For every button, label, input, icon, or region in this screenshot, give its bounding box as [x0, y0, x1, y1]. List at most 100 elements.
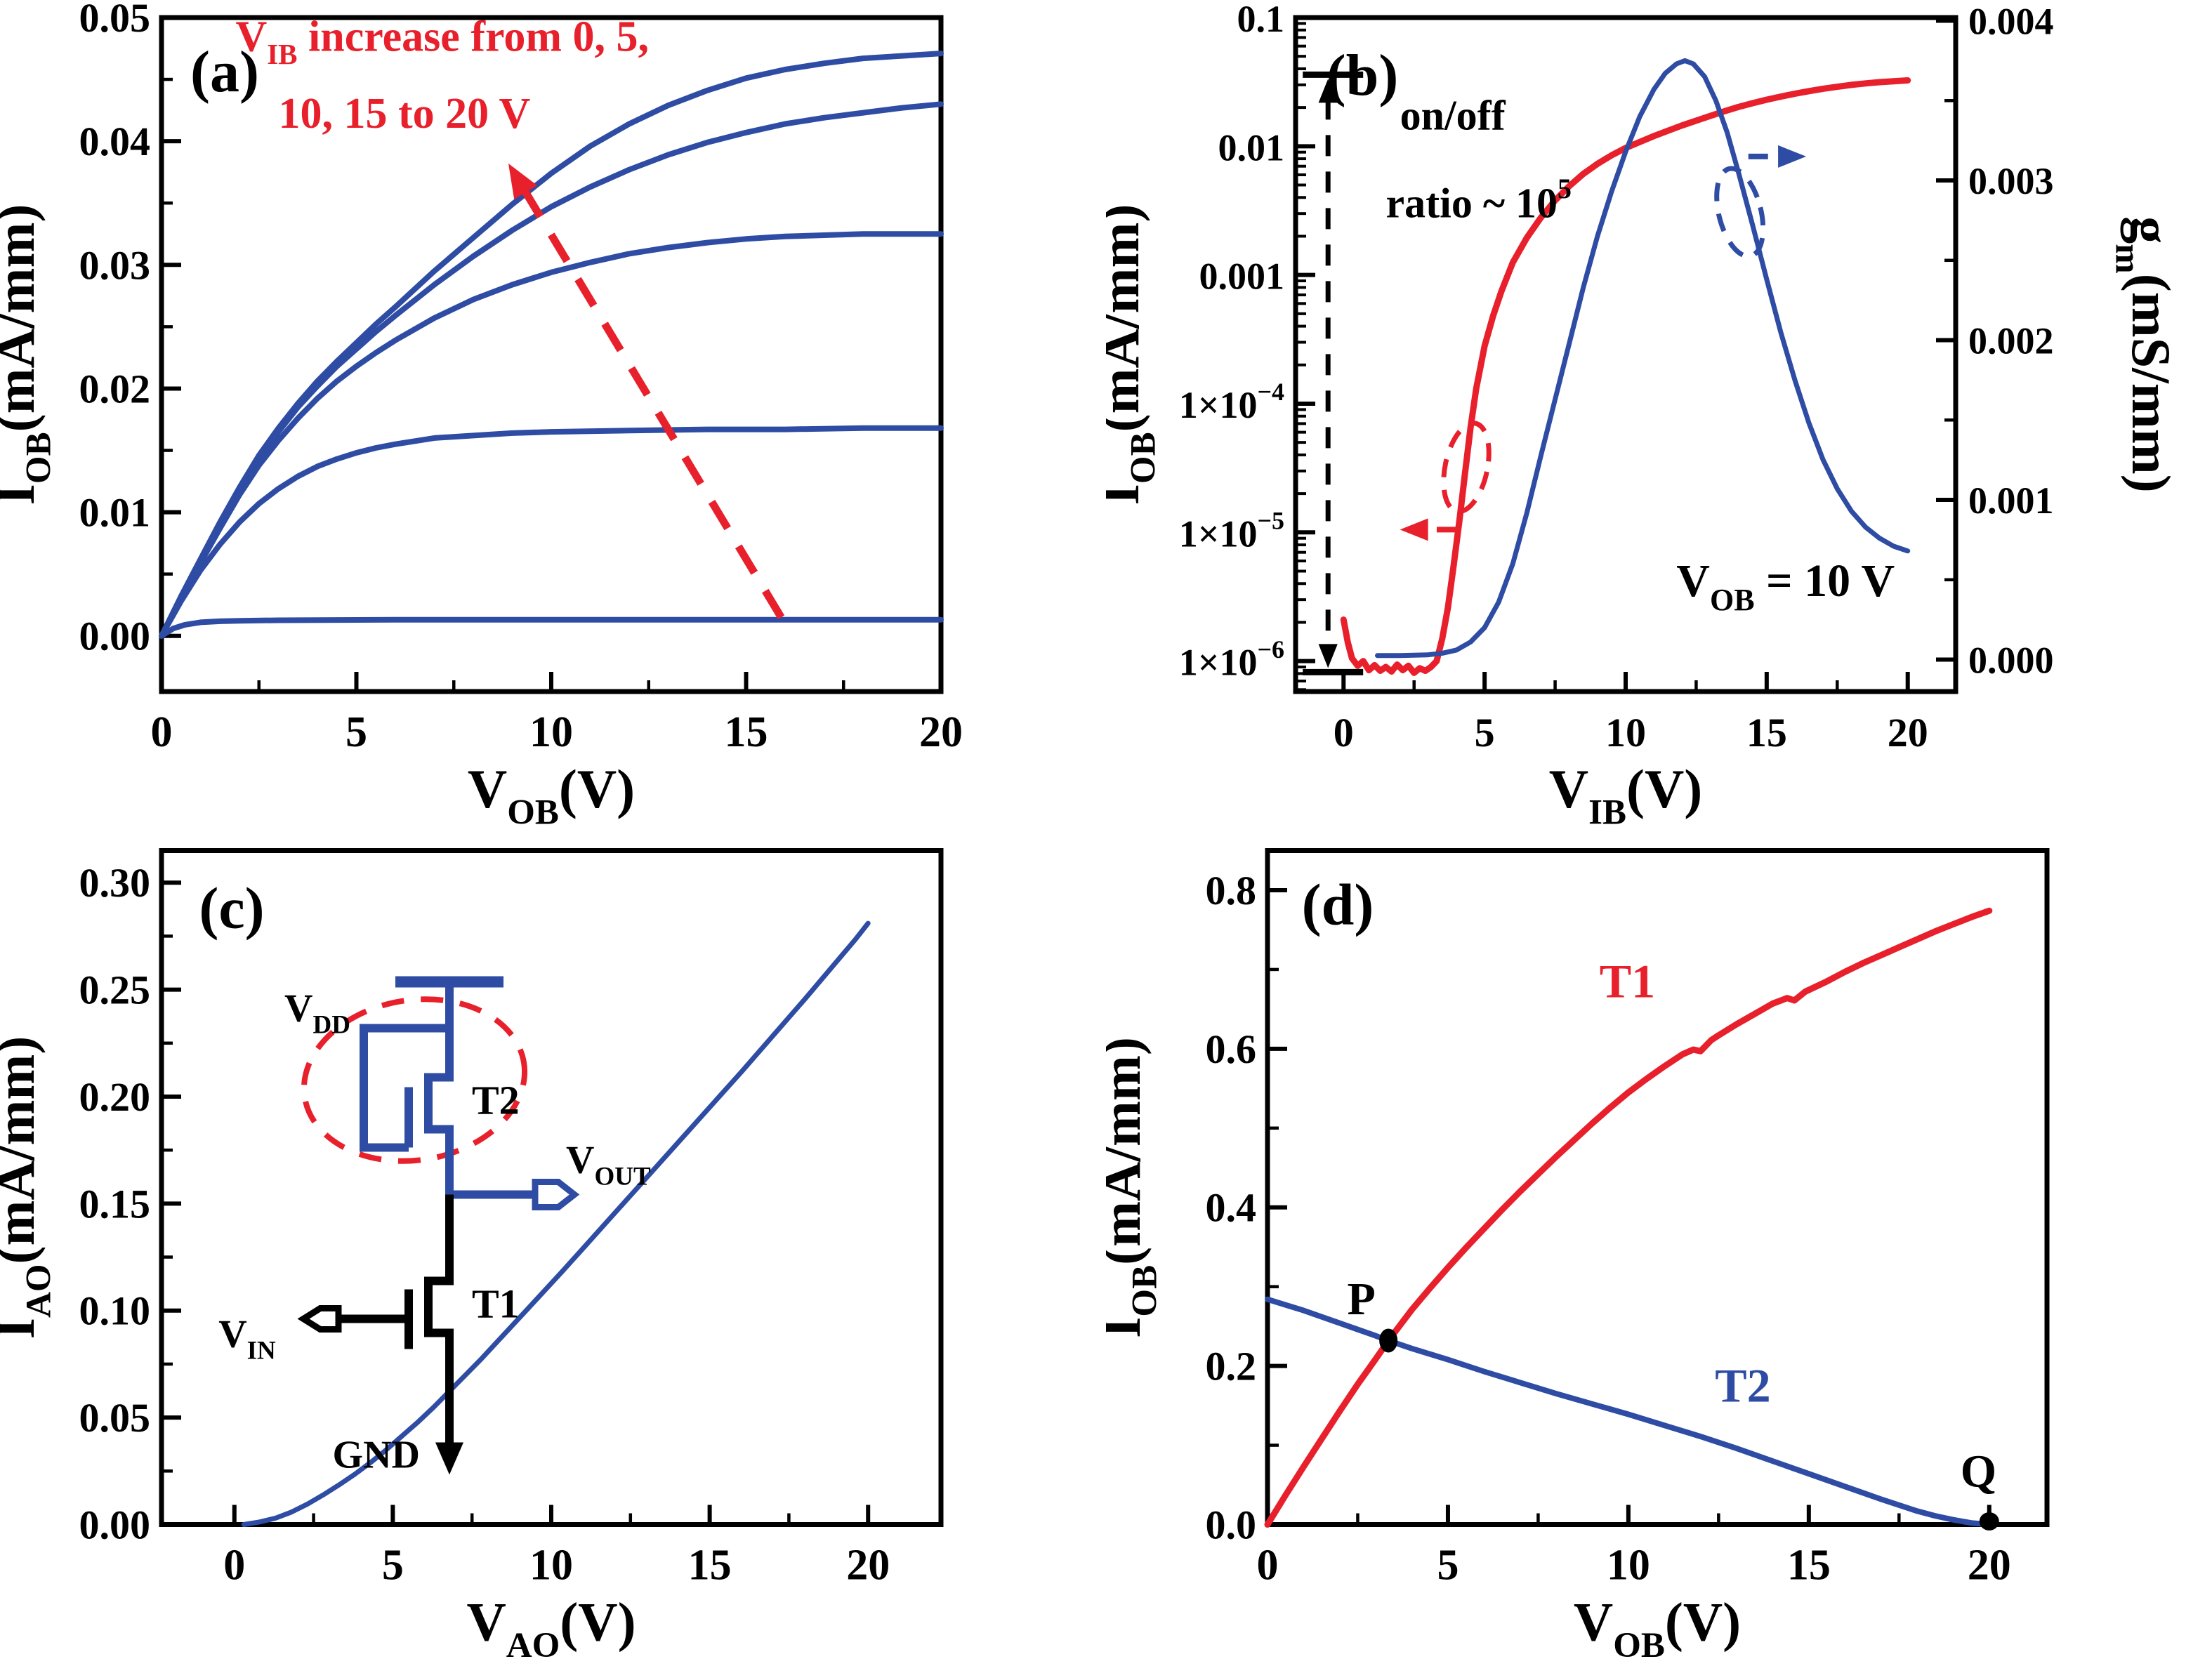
- svg-text:Q: Q: [1961, 1446, 1996, 1497]
- series-gm: [1375, 58, 1911, 659]
- series-VIB=0V: [159, 616, 944, 639]
- svg-text:0.6: 0.6: [1206, 1026, 1257, 1072]
- series-IOB-transfer: [1340, 77, 1911, 676]
- annotations: (a)VIB increase from 0, 5, 10, 15 to 20 V: [190, 13, 785, 620]
- series-VIB=20V: [159, 51, 944, 639]
- series-VIB=5V: [159, 425, 944, 639]
- svg-text:0.8: 0.8: [1206, 868, 1257, 913]
- svg-text:P: P: [1347, 1274, 1375, 1325]
- svg-text:(c): (c): [199, 876, 264, 941]
- svg-text:T2: T2: [472, 1078, 520, 1123]
- series: [1340, 58, 1911, 676]
- svg-text:T1: T1: [472, 1281, 520, 1327]
- svg-text:VOUT: VOUT: [566, 1139, 651, 1191]
- svg-text:0.003: 0.003: [1968, 160, 2054, 202]
- svg-text:IOB(mA/mm): IOB(mA/mm): [0, 204, 58, 505]
- panel-b-chart: 0 5 10 15 20 0.1 0.01 0.001 1×10−4 1×10−5 1×10−6 0.…: [1106, 0, 2182, 832]
- svg-text:20: 20: [1968, 1542, 2011, 1589]
- svg-text:10: 10: [529, 708, 573, 756]
- svg-text:1×10−5: 1×10−5: [1179, 507, 1284, 555]
- svg-text:VAO(V): VAO(V): [466, 1592, 636, 1665]
- svg-text:0.15: 0.15: [79, 1181, 151, 1227]
- svg-text:0.001: 0.001: [1968, 480, 2054, 522]
- svg-text:(a): (a): [190, 39, 259, 105]
- panel-c-chart: 0 5 10 15 20 0.30 0.25 0.20 0.15 0.10 0.05 0.00 VAO(…: [0, 848, 944, 1665]
- svg-text:0.1: 0.1: [1237, 0, 1285, 40]
- svg-text:T2: T2: [1715, 1358, 1770, 1412]
- svg-text:0.000: 0.000: [1968, 640, 2054, 682]
- svg-text:5: 5: [382, 1542, 404, 1589]
- svg-text:0: 0: [223, 1542, 245, 1589]
- annotations: (d) T1 T2 P Q: [1302, 873, 1999, 1531]
- axes: 0 5 10 15 20 0.30 0.25 0.20 0.15 0.10 0.05 0.00 VAO(…: [0, 848, 944, 1665]
- svg-text:0.20: 0.20: [79, 1074, 151, 1120]
- svg-text:0.02: 0.02: [79, 366, 151, 411]
- svg-text:5: 5: [1437, 1542, 1459, 1589]
- svg-text:IOB(mA/mm): IOB(mA/mm): [1106, 1037, 1164, 1338]
- svg-text:0: 0: [151, 708, 173, 756]
- axes: 0 5 10 15 20 0.05 0.04 0.03 0.02 0.01 0.00 VOB(V) IO…: [0, 0, 963, 832]
- svg-text:VIN: VIN: [218, 1313, 276, 1366]
- svg-text:10: 10: [1605, 710, 1646, 755]
- svg-text:VDD: VDD: [284, 987, 350, 1040]
- svg-text:VIB(V): VIB(V): [1549, 758, 1703, 832]
- svg-text:10: 10: [1607, 1542, 1650, 1589]
- series-IAO: [241, 920, 871, 1527]
- svg-text:20: 20: [919, 708, 963, 756]
- svg-text:0.05: 0.05: [79, 1395, 151, 1441]
- svg-text:0.01: 0.01: [79, 490, 151, 536]
- svg-text:0.00: 0.00: [79, 1502, 151, 1548]
- svg-text:0.04: 0.04: [79, 119, 151, 164]
- svg-text:0.0: 0.0: [1206, 1502, 1257, 1548]
- panel-c-amplifier: 0 5 10 15 20 0.30 0.25 0.20 0.15 0.10 0.05 0.00 VAO(…: [0, 833, 1106, 1666]
- svg-text:VOB(V): VOB(V): [468, 758, 635, 832]
- series: [159, 51, 944, 639]
- svg-text:15: 15: [725, 708, 768, 756]
- series-VIB=15V: [159, 101, 944, 639]
- panel-b-transfer-curve: 0 5 10 15 20 0.1 0.01 0.001 1×10−4 1×10−5 1×10−6 0.…: [1106, 0, 2212, 833]
- svg-text:0.4: 0.4: [1206, 1185, 1257, 1231]
- panel-a-output-curves: 0 5 10 15 20 0.05 0.04 0.03 0.02 0.01 0.00 VOB(V) IO…: [0, 0, 1106, 833]
- svg-text:5: 5: [1475, 710, 1495, 755]
- svg-text:1×10−6: 1×10−6: [1179, 635, 1284, 684]
- svg-text:GND: GND: [333, 1434, 420, 1477]
- svg-text:0.2: 0.2: [1206, 1344, 1257, 1389]
- svg-text:on/off: on/off: [1400, 92, 1506, 138]
- svg-text:5: 5: [345, 708, 367, 756]
- svg-text:20: 20: [846, 1542, 890, 1589]
- svg-text:0: 0: [1257, 1542, 1279, 1589]
- svg-text:10, 15 to 20 V: 10, 15 to 20 V: [279, 90, 531, 138]
- svg-text:0: 0: [1334, 710, 1354, 755]
- svg-text:15: 15: [1787, 1542, 1831, 1589]
- svg-text:ratio ~ 105: ratio ~ 105: [1386, 173, 1572, 227]
- svg-text:VOB(V): VOB(V): [1574, 1592, 1741, 1665]
- svg-text:VOB = 10 V: VOB = 10 V: [1676, 555, 1895, 617]
- annotations: (c) VDD T2 VOUT VIN T1 GND: [199, 876, 651, 1477]
- svg-text:20: 20: [1888, 710, 1928, 755]
- panel-d-chart: 0 5 10 15 20 0.8 0.6 0.4 0.2 0.0 VOB(V) IOB(mA/mm) (…: [1106, 848, 2050, 1665]
- svg-text:0.004: 0.004: [1968, 1, 2054, 43]
- svg-text:0.002: 0.002: [1968, 320, 2054, 362]
- series-VIB=10V: [159, 231, 944, 639]
- panel-a-chart: 0 5 10 15 20 0.05 0.04 0.03 0.02 0.01 0.00 VOB(V) IO…: [0, 0, 963, 832]
- svg-text:(d): (d): [1302, 873, 1374, 938]
- svg-text:IOB(mA/mm): IOB(mA/mm): [1106, 204, 1163, 505]
- svg-text:15: 15: [1746, 710, 1787, 755]
- svg-text:0.001: 0.001: [1199, 256, 1285, 298]
- svg-text:VIB increase from 0, 5,: VIB increase from 0, 5,: [235, 13, 649, 71]
- svg-text:0.25: 0.25: [79, 967, 151, 1013]
- svg-text:0.03: 0.03: [79, 242, 151, 288]
- svg-text:1×10−4: 1×10−4: [1179, 378, 1284, 426]
- svg-text:0.30: 0.30: [79, 860, 151, 906]
- svg-text:IAO(mA/mm): IAO(mA/mm): [0, 1036, 58, 1340]
- svg-text:15: 15: [688, 1542, 732, 1589]
- svg-text:0.00: 0.00: [79, 614, 151, 659]
- svg-text:0.10: 0.10: [79, 1288, 151, 1334]
- svg-text:0.01: 0.01: [1218, 126, 1285, 168]
- axes: 0 5 10 15 20 0.8 0.6 0.4 0.2 0.0 VOB(V) IOB(mA/mm): [1106, 848, 2050, 1665]
- svg-text:T1: T1: [1600, 954, 1655, 1007]
- axes: 0 5 10 15 20 0.1 0.01 0.001 1×10−4 1×10−5 1×10−6 0.…: [1106, 0, 2182, 832]
- series-T2: [1265, 1296, 1992, 1528]
- svg-text:gm(mS/mm): gm(mS/mm): [2108, 216, 2182, 492]
